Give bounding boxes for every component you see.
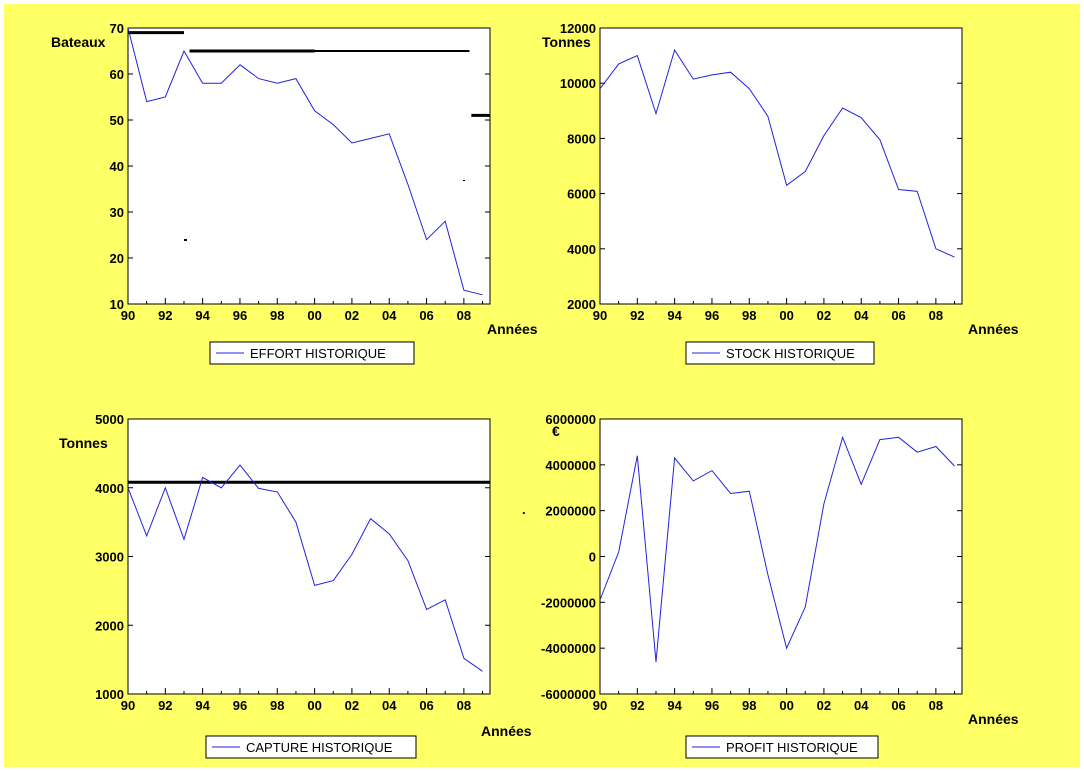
legend-label: PROFIT HISTORIQUE: [726, 740, 858, 755]
y-axis-label: Tonnes: [59, 435, 108, 451]
y-tick-label: 2000: [567, 297, 596, 312]
y-tick-label: 6000: [567, 187, 596, 202]
x-tick-label: 90: [593, 308, 607, 323]
x-tick-label: 04: [382, 698, 397, 713]
y-tick-label: 2000000: [545, 504, 596, 519]
x-tick-label: 90: [121, 698, 135, 713]
y-tick-label: 30: [110, 205, 124, 220]
plot-area: [127, 418, 491, 695]
y-tick-label: 6000000: [545, 412, 596, 427]
legend-label: CAPTURE HISTORIQUE: [246, 740, 393, 755]
x-tick-label: 02: [345, 308, 359, 323]
stray-mark: .: [522, 502, 526, 517]
y-axis-label: Tonnes: [542, 34, 591, 50]
y-tick-label: 5000: [95, 412, 124, 427]
y-axis-label: Bateaux: [51, 34, 106, 50]
legend-box: [209, 341, 415, 365]
plot-area: [127, 27, 491, 305]
figure-canvas: 10 20 30 40 50 60 70 90 92 94 96 98 00 02 04 06 08 Bateau…: [51, 21, 1019, 759]
y-tick-label: 10000: [560, 76, 596, 91]
x-tick-label: 00: [307, 308, 321, 323]
panel-3: 1000 2000 3000 4000 5000 90 92 94 96 98 00 02 04 06 08…: [59, 412, 532, 759]
y-tick-label: 2000: [95, 618, 124, 633]
x-tick-label: 98: [270, 698, 284, 713]
legend-box: [685, 341, 875, 365]
y-tick-label: 4000: [567, 242, 596, 257]
series-line: [127, 27, 483, 296]
x-tick-label: 94: [195, 698, 210, 713]
x-tick-label: 02: [817, 698, 831, 713]
y-tick-label: 10: [110, 297, 124, 312]
x-axis-label: Années: [487, 321, 538, 337]
y-tick-label: 1000: [95, 687, 124, 702]
y-tick-label: -2000000: [541, 595, 596, 610]
x-axis-label: Années: [481, 723, 532, 739]
x-tick-label: 96: [705, 698, 719, 713]
x-tick-label: 96: [705, 308, 719, 323]
x-tick-label: 06: [891, 698, 905, 713]
panel-2: 2000 4000 6000 8000 10000 12000 90 92 94 96 98 00 02…: [542, 21, 1019, 365]
y-tick-label: 12000: [560, 21, 596, 36]
x-tick-label: 98: [742, 308, 756, 323]
x-tick-label: 96: [233, 698, 247, 713]
panel-1: 10 20 30 40 50 60 70 90 92 94 96 98 00 02 04 06 08 Bateau…: [51, 21, 538, 365]
y-axis-label: €: [552, 423, 560, 439]
x-tick-label: 96: [233, 308, 247, 323]
x-tick-label: 06: [419, 698, 433, 713]
x-tick-label: 94: [667, 308, 682, 323]
legend-box: [205, 735, 417, 759]
y-tick-label: 60: [110, 67, 124, 82]
series-line: [127, 464, 483, 672]
x-tick-label: 90: [121, 308, 135, 323]
x-tick-label: 00: [779, 698, 793, 713]
x-tick-label: 92: [630, 698, 644, 713]
y-tick-label: -6000000: [541, 687, 596, 702]
x-tick-label: 92: [630, 308, 644, 323]
y-tick-label: 20: [110, 251, 124, 266]
y-tick-label: 4000: [95, 481, 124, 496]
plot-area: [599, 418, 963, 695]
x-tick-label: 98: [270, 308, 284, 323]
x-tick-label: 08: [929, 308, 943, 323]
x-tick-label: 90: [593, 698, 607, 713]
x-axis-label: Années: [968, 321, 1019, 337]
series-line: [599, 48, 955, 258]
x-tick-label: 04: [854, 308, 869, 323]
y-tick-label: 0: [589, 550, 596, 565]
x-tick-label: 06: [891, 308, 905, 323]
x-tick-label: 08: [929, 698, 943, 713]
x-tick-label: 02: [345, 698, 359, 713]
x-tick-label: 04: [854, 698, 869, 713]
series-line: [599, 435, 955, 662]
x-tick-label: 04: [382, 308, 397, 323]
panel-4: -6000000 -4000000 -2000000 0 2000000 4000000 6…: [522, 412, 1019, 759]
x-tick-label: 92: [158, 698, 172, 713]
x-tick-label: 94: [667, 698, 682, 713]
x-tick-label: 02: [817, 308, 831, 323]
legend-label: EFFORT HISTORIQUE: [250, 346, 386, 361]
figure-background: 10 20 30 40 50 60 70 90 92 94 96 98 00 02 04 06 08 Bateau…: [4, 4, 1080, 767]
x-tick-label: 94: [195, 308, 210, 323]
x-tick-label: 06: [419, 308, 433, 323]
x-tick-label: 92: [158, 308, 172, 323]
y-tick-label: -4000000: [541, 641, 596, 656]
stray-mark: [184, 239, 187, 241]
stray-mark: [463, 180, 465, 181]
x-axis-label: Années: [968, 711, 1019, 727]
x-tick-label: 08: [457, 698, 471, 713]
x-tick-label: 00: [779, 308, 793, 323]
y-tick-label: 50: [110, 113, 124, 128]
y-tick-label: 3000: [95, 550, 124, 565]
y-tick-label: 8000: [567, 131, 596, 146]
y-tick-label: 40: [110, 159, 124, 174]
y-tick-label: 4000000: [545, 458, 596, 473]
legend-box: [685, 735, 879, 759]
x-tick-label: 08: [457, 308, 471, 323]
legend-label: STOCK HISTORIQUE: [726, 346, 855, 361]
x-tick-label: 00: [307, 698, 321, 713]
y-tick-label: 70: [110, 21, 124, 36]
x-tick-label: 98: [742, 698, 756, 713]
